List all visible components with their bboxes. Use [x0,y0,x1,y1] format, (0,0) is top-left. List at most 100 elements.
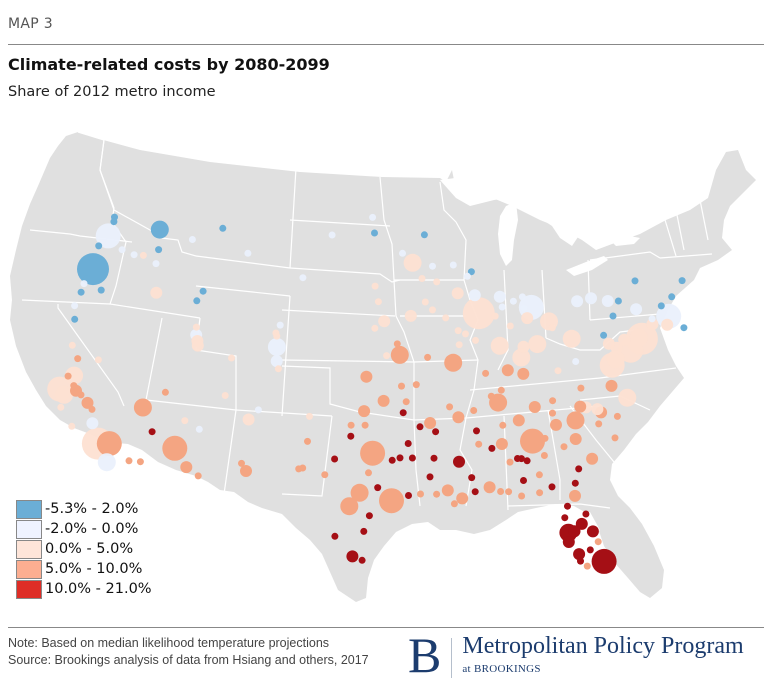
metro-bubble [371,229,378,237]
metro-bubble [299,274,307,282]
metro-bubble [152,260,160,268]
metro-bubble [549,409,556,417]
metro-bubble [306,412,313,420]
metro-bubble [574,400,587,413]
map-subtitle: Share of 2012 metro income [8,84,216,100]
metro-bubble [194,472,202,480]
metro-bubble [449,261,457,269]
source-text: Source: Brookings analysis of data from … [8,653,369,667]
metro-bubble [568,525,581,538]
metro-bubble [518,293,526,301]
metro-bubble [506,322,514,330]
metro-bubble [77,288,85,296]
metro-bubble [396,454,404,462]
metro-bubble [64,372,72,380]
metro-bubble [133,398,152,417]
legend-swatch [16,579,42,599]
metro-bubble [471,488,479,496]
legend-swatch [16,559,42,579]
metro-bubble [512,414,525,427]
border-ma-ct [659,253,713,259]
metro-bubble [369,213,377,221]
metro-bubble [412,381,420,389]
metro-bubble [472,336,479,344]
metro-bubble [444,353,463,372]
metro-bubble [499,421,507,429]
metro-bubble [509,297,517,305]
metro-bubble [74,355,82,363]
border-mn-wi [439,181,467,281]
metro-bubble [125,457,133,465]
border-pa-ny [589,251,661,261]
us-land [10,132,756,602]
metro-bubble [470,407,478,414]
legend-item: -2.0% - 0.0% [16,519,152,539]
metro-bubble [451,287,464,300]
metro-bubble [321,471,329,479]
metro-bubble [199,287,207,295]
metro-bubble [630,303,643,316]
metro-bubble [455,341,463,349]
border-ky-tn [469,377,601,391]
land-layer [10,132,756,602]
metro-bubble [549,397,557,405]
metro-bubble [605,379,618,392]
metro-bubble [374,484,382,492]
metro-bubble [600,331,608,339]
metro-bubble [388,456,396,464]
metro-bubble [118,246,126,254]
metro-bubble [586,546,594,554]
metro-bubble [346,550,359,563]
metro-bubble [514,455,521,462]
logo-program-name: Metropolitan Policy Program [462,633,744,659]
border-mt-wy [195,255,291,269]
border-ok-tx [281,365,415,421]
metro-bubble [463,272,471,280]
metro-bubble [408,454,416,462]
metro-bubble [571,479,579,487]
metro-bubble [594,538,602,546]
metro-bubble [611,434,619,442]
metro-bubble [614,297,622,305]
metro-bubble [273,332,281,340]
metro-bubble [97,453,116,472]
legend-label: 10.0% - 21.0% [45,581,152,597]
metro-bubble [424,417,437,429]
border-nm-tx [281,415,333,497]
metro-bubble [601,295,614,307]
metro-bubble [613,412,621,420]
border-la-tx [415,469,421,507]
border-ks-ok [281,359,415,363]
metro-bubble [575,465,583,473]
metro-bubble [586,452,599,465]
metro-bubble [468,289,481,302]
metro-bubble [95,242,103,250]
metro-bubble [80,280,88,288]
metro-bubble [450,500,458,508]
metro-bubble [456,492,469,505]
logo-organization: at BROOKINGS [462,663,541,675]
metro-bubble [475,440,483,448]
metro-bubble [219,224,227,232]
metro-bubble [446,403,454,411]
metro-bubble [517,340,530,353]
metro-bubble [606,350,625,369]
metro-bubble [562,536,575,548]
metro-bubble [575,517,588,530]
metro-bubble [96,431,122,457]
metro-bubble [130,251,138,259]
metro-bubble [602,337,615,350]
metro-bubble [55,385,74,404]
metro-bubble [405,492,412,499]
metro-bubble [454,327,462,335]
metro-bubble [139,251,147,259]
metro-bubble [517,367,530,380]
metro-bubble [361,421,369,429]
metro-bubble [452,411,465,424]
lake-erie [566,256,608,276]
metro-bubble [569,433,582,445]
metro-bubble [180,461,193,474]
logo-letter: B [408,627,442,683]
metro-bubble [505,488,513,496]
metro-bubble [501,364,514,377]
